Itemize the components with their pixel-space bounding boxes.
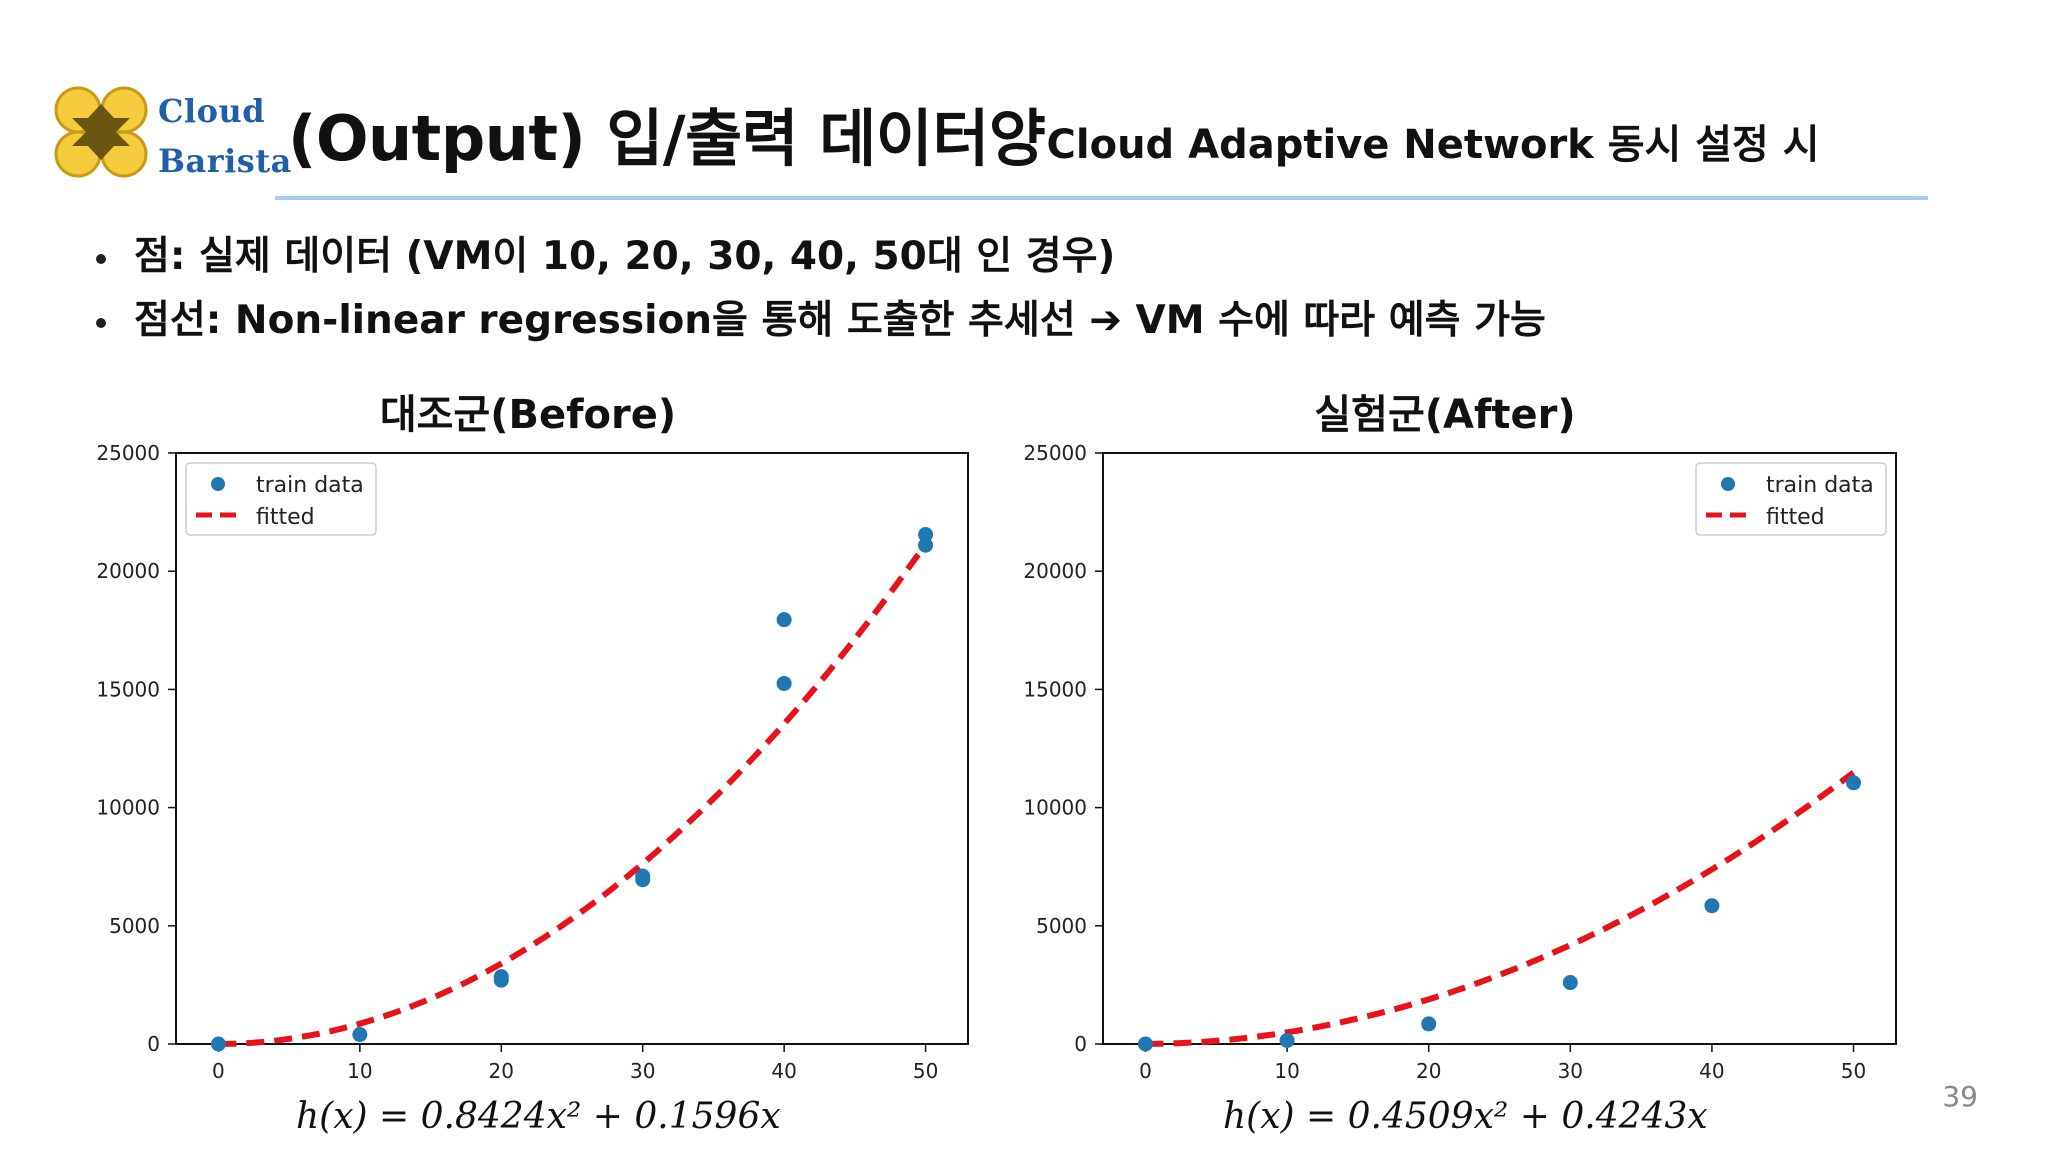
- x-tick-label: 10: [347, 1059, 372, 1083]
- x-tick-label: 30: [1558, 1059, 1583, 1083]
- data-point: [1704, 898, 1720, 914]
- title-divider: [275, 196, 1928, 200]
- x-tick-label: 40: [1699, 1059, 1724, 1083]
- page-number: 39: [1942, 1080, 1978, 1113]
- formula-before: h(x) = 0.8424x² + 0.1596x: [296, 1096, 781, 1137]
- logo-text-barista: Barista: [158, 142, 292, 180]
- y-tick-label: 10000: [1023, 796, 1087, 820]
- chart-title-after: 실험군(After): [1314, 392, 1576, 438]
- plot-frame: [1102, 452, 1897, 1045]
- bullet-item: 점: 실제 데이터 (VM이 10, 20, 30, 40, 50대 인 경우): [90, 232, 1546, 296]
- slide-title: (Output) 입/출력 데이터양: [288, 102, 1046, 175]
- x-tick-label: 40: [771, 1059, 796, 1083]
- cloud-barista-logo: Cloud Barista: [52, 82, 291, 190]
- y-tick-label: 20000: [1023, 559, 1087, 583]
- x-tick-label: 0: [212, 1059, 225, 1083]
- bullet-item: 점선: Non-linear regression을 통해 도출한 추세선 ➔ …: [90, 296, 1546, 360]
- data-point: [1279, 1032, 1295, 1048]
- y-tick-label: 10000: [96, 796, 160, 820]
- data-point: [918, 537, 934, 553]
- chart-after: 0 10 20 30 40 50 0 5000 10000 15000 20000 25000 trai…: [1023, 441, 1897, 1083]
- formula-after: h(x) = 0.4509x² + 0.4243x: [1223, 1096, 1708, 1137]
- y-tick-label: 15000: [1023, 677, 1087, 701]
- slide-subtitle: - Cloud Adaptive Network 동시 설정 시: [1016, 122, 1820, 168]
- chart-before: 0 10 20 30 40 50 0 5000 10000 15000 20000 25000 trai…: [96, 441, 969, 1083]
- chart-title-before: 대조군(Before): [379, 392, 677, 438]
- y-tick-label: 5000: [1036, 914, 1087, 938]
- legend-label-train: train data: [256, 473, 364, 498]
- legend-label-train: train data: [1766, 473, 1874, 498]
- y-tick-label: 5000: [109, 914, 160, 938]
- legend-label-fitted: fitted: [256, 505, 315, 530]
- plot-frame: [175, 452, 969, 1045]
- y-tick-label: 25000: [1023, 441, 1087, 465]
- x-tick-label: 30: [630, 1059, 655, 1083]
- data-point: [210, 1036, 226, 1052]
- y-tick-label: 25000: [96, 441, 160, 465]
- data-point: [776, 675, 792, 691]
- logo-text-cloud: Cloud: [158, 92, 266, 130]
- y-tick-label: 15000: [96, 677, 160, 701]
- x-tick-label: 0: [1139, 1059, 1152, 1083]
- data-point: [1562, 975, 1578, 991]
- data-point: [918, 527, 934, 543]
- bullet-list: 점: 실제 데이터 (VM이 10, 20, 30, 40, 50대 인 경우)…: [90, 232, 1546, 360]
- legend-marker-train: [211, 477, 225, 491]
- logo-icon: [54, 86, 148, 178]
- x-tick-label: 20: [489, 1059, 514, 1083]
- data-point: [352, 1027, 368, 1043]
- legend-marker-train: [1721, 477, 1735, 491]
- data-point: [1137, 1036, 1153, 1052]
- data-point: [493, 969, 509, 985]
- y-tick-label: 0: [147, 1032, 160, 1056]
- x-tick-label: 50: [1841, 1059, 1866, 1083]
- fitted-curve: [1145, 770, 1856, 1047]
- data-point: [1421, 1016, 1437, 1032]
- fitted-curve: [218, 542, 929, 1047]
- data-point: [1846, 775, 1862, 791]
- legend-label-fitted: fitted: [1766, 505, 1825, 530]
- x-tick-label: 50: [913, 1059, 938, 1083]
- x-tick-label: 20: [1416, 1059, 1441, 1083]
- data-point: [635, 868, 651, 884]
- data-point: [776, 612, 792, 628]
- y-tick-label: 20000: [96, 559, 160, 583]
- y-tick-label: 0: [1074, 1032, 1087, 1056]
- x-tick-label: 10: [1274, 1059, 1299, 1083]
